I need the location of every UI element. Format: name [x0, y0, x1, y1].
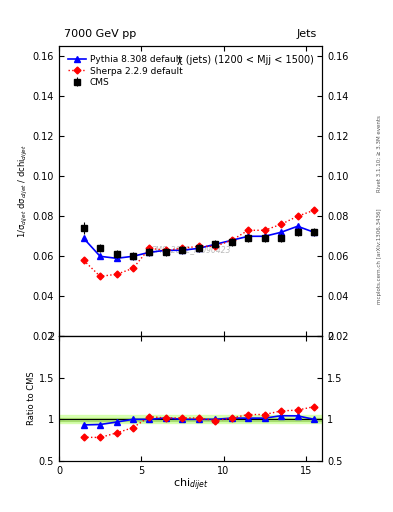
Legend: Pythia 8.308 default, Sherpa 2.2.9 default, CMS: Pythia 8.308 default, Sherpa 2.2.9 defau…	[66, 53, 184, 89]
Sherpa 2.2.9 default	[196, 243, 201, 249]
Pythia 8.308 default	[98, 253, 103, 260]
Pythia 8.308 default	[312, 229, 316, 236]
Pythia 8.308 default	[147, 249, 152, 255]
Line: Pythia 8.308 default: Pythia 8.308 default	[81, 224, 317, 261]
Text: Rivet 3.1.10; ≥ 3.3M events: Rivet 3.1.10; ≥ 3.3M events	[377, 115, 382, 192]
Sherpa 2.2.9 default	[279, 221, 283, 227]
Pythia 8.308 default	[230, 237, 234, 243]
Pythia 8.308 default	[130, 253, 135, 260]
Text: χ (jets) (1200 < Mjj < 1500): χ (jets) (1200 < Mjj < 1500)	[178, 55, 314, 65]
Y-axis label: 1/σ$_{dijet}$ dσ$_{dijet}$ / dchi$_{dijet}$: 1/σ$_{dijet}$ dσ$_{dijet}$ / dchi$_{dije…	[17, 144, 30, 238]
Sherpa 2.2.9 default	[147, 245, 152, 251]
Pythia 8.308 default	[213, 241, 218, 247]
Sherpa 2.2.9 default	[180, 245, 185, 251]
Sherpa 2.2.9 default	[114, 271, 119, 278]
Sherpa 2.2.9 default	[312, 207, 316, 214]
Line: Sherpa 2.2.9 default: Sherpa 2.2.9 default	[81, 208, 316, 279]
Pythia 8.308 default	[262, 233, 267, 239]
Pythia 8.308 default	[246, 233, 251, 239]
Text: Jets: Jets	[297, 29, 317, 39]
Sherpa 2.2.9 default	[230, 237, 234, 243]
Sherpa 2.2.9 default	[130, 265, 135, 271]
Text: CMS_2012_I1090423: CMS_2012_I1090423	[151, 245, 231, 254]
Pythia 8.308 default	[295, 223, 300, 229]
X-axis label: chi$_{dijet}$: chi$_{dijet}$	[173, 477, 208, 494]
Pythia 8.308 default	[180, 247, 185, 253]
Bar	[59, 415, 322, 423]
Y-axis label: Ratio to CMS: Ratio to CMS	[27, 372, 36, 425]
Pythia 8.308 default	[114, 255, 119, 261]
Bar	[59, 418, 322, 421]
Pythia 8.308 default	[163, 247, 168, 253]
Sherpa 2.2.9 default	[213, 243, 218, 249]
Sherpa 2.2.9 default	[246, 227, 251, 233]
Text: mcplots.cern.ch [arXiv:1306.3436]: mcplots.cern.ch [arXiv:1306.3436]	[377, 208, 382, 304]
Sherpa 2.2.9 default	[81, 257, 86, 263]
Sherpa 2.2.9 default	[163, 247, 168, 253]
Text: 7000 GeV pp: 7000 GeV pp	[64, 29, 136, 39]
Pythia 8.308 default	[196, 245, 201, 251]
Sherpa 2.2.9 default	[98, 273, 103, 280]
Pythia 8.308 default	[81, 235, 86, 241]
Pythia 8.308 default	[279, 229, 283, 236]
Sherpa 2.2.9 default	[295, 213, 300, 219]
Sherpa 2.2.9 default	[262, 227, 267, 233]
